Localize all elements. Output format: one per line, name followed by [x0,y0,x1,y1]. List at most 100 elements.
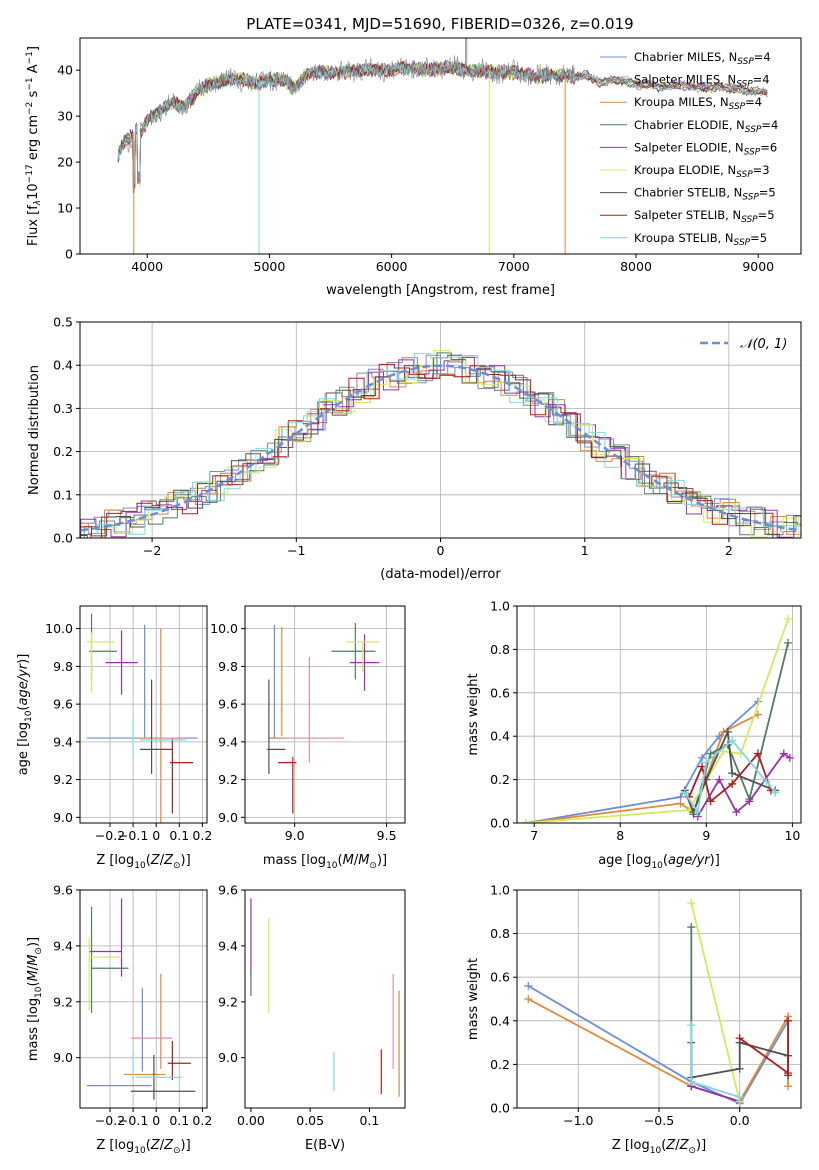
weight-marker [521,819,530,823]
x-tick-label: 8 [616,828,624,843]
x-tick-label: 4000 [131,259,163,274]
y-tick-label: 9.0 [218,810,238,825]
legend-label: Chabrier ELODIE, NSSP=4 [634,118,778,135]
x-tick-label: 9.5 [377,828,397,843]
weight-marker [698,753,707,762]
y-axis-label: Flux [fλ10−17 erg cm−2 s−1 A−1] [25,46,43,246]
x-axis-label: wavelength [Angstrom, rest frame] [326,283,555,298]
weight-marker [735,1093,744,1102]
weight-marker [784,1016,793,1025]
y-tick-label: 9.6 [218,883,238,898]
legend-label: Kroupa STELIB, NSSP=5 [634,231,767,248]
y-tick-label: 9.8 [218,659,238,674]
y-tick-label: 9.0 [53,810,73,825]
weight-marker [753,749,762,758]
x-tick-label: 5000 [254,259,286,274]
y-tick-label: 30 [57,109,73,124]
y-tick-label: 0.3 [53,401,73,416]
panel-mass_vs_Z: −0.2−0.1 0 0.1 0.2 9.0 9.2 9.4 9.6 Z [log10(Z/Z⊙… [26,883,212,1157]
residual-histogram [80,356,801,538]
y-tick-label: 10.0 [45,621,73,636]
residual-histogram [80,370,801,535]
weight-marker [784,638,793,647]
weight-marker [680,788,689,797]
x-axis-label: Z [log10(Z/Z⊙)] [96,1138,190,1156]
y-tick-label: 9.2 [218,772,238,787]
y-tick-label: 0.8 [490,926,510,941]
weight-marker [524,981,533,990]
x-tick-label: 1 [581,543,589,558]
x-tick-label: 7 [530,828,538,843]
weight-marker [687,923,696,932]
panel-spectrum: 4000 5000 6000 7000 8000 9000 0 10 20 30 40 Chabrie… [25,37,802,298]
panel-mass_vs_ebv: 0.00 0.05 0.1 9.0 9.2 9.4 9.6 E(B-V) [218,883,406,1153]
weight-marker [785,753,794,762]
x-axis-label: age [log10(age/yr)] [598,853,720,871]
y-tick-label: 0 [65,247,73,262]
x-tick-label: −1 [287,543,305,558]
plot-area [86,898,196,1100]
residual-histogram [80,354,801,538]
plot-area [80,350,801,538]
plot-area [250,898,400,1097]
x-axis-label: (data-model)/error [380,567,501,582]
axes-frame [244,605,406,824]
residual-histogram [80,356,801,538]
x-tick-label: 0.1 [169,828,189,843]
spectrum-legend: Chabrier MILES, NSSP=4 Salpeter MILES, NS… [600,50,778,248]
y-tick-label: 0.4 [490,1013,510,1028]
plot-area [117,38,768,254]
y-tick-label: 9.4 [218,938,238,953]
weight-marker [732,808,741,817]
y-tick-label: 9.6 [53,883,73,898]
weight-line [527,985,789,1105]
weight-marker [735,1034,744,1043]
panels: 4000 5000 6000 7000 8000 9000010203040Chabrie… [16,37,802,1157]
x-tick-label: 0.0 [730,1113,750,1128]
y-tick-label: 0.6 [490,970,510,985]
y-tick-label: 9.2 [53,772,73,787]
y-tick-label: 0.2 [490,1057,510,1072]
y-tick-label: 10 [57,201,73,216]
weight-marker [784,1069,793,1078]
x-axis-label: Z [log10(Z/Z⊙)] [96,853,190,871]
weight-line [527,998,789,1103]
x-tick-label: −0.1 [118,1113,148,1128]
x-tick-label: 0.2 [192,1113,212,1128]
y-tick-label: 9.4 [53,938,73,953]
y-tick-label: 10.0 [210,621,238,636]
panel-residuals: −2 −1 0 1 2 0.0 0.1 0.2 0.3 0.4 0.5 𝒩(0, 1) (data-mo… [27,315,802,582]
y-tick-label: 9.4 [53,734,73,749]
weight-marker [728,736,737,745]
y-tick-label: 0.2 [490,772,510,787]
panel-weight_vs_age: 7 8 9 10 0.0 0.2 0.4 0.6 0.8 1.0 mass weight age [l… [466,599,802,871]
x-tick-label: 2 [725,543,733,558]
weight-marker [784,1082,793,1091]
weight-marker [706,797,715,806]
y-tick-label: 9.0 [218,1050,238,1065]
weight-marker [723,727,732,736]
y-tick-label: 0.4 [53,358,73,373]
legend-label: Chabrier MILES, NSSP=4 [634,50,771,67]
weight-marker [745,797,754,806]
plot-area [521,615,794,823]
weight-marker [779,749,788,758]
residual-histogram [80,353,801,538]
spectrum-line [117,60,768,190]
y-tick-label: 9.2 [218,994,238,1009]
weight-marker [706,749,715,758]
x-tick-label: −2 [143,543,161,558]
weight-marker [693,808,702,817]
x-tick-label: −0.5 [644,1113,674,1128]
weight-marker [702,758,711,767]
x-tick-label: 9.0 [285,828,305,843]
y-axis-label: mass weight [466,673,481,755]
weight-marker [524,995,533,1003]
axes-frame [79,605,208,824]
x-tick-label: −1.0 [563,1113,593,1128]
y-axis-label: mass [log10(M/M⊙)] [26,937,44,1061]
axes-frame [244,889,406,1109]
legend-label: Kroupa ELODIE, NSSP=3 [634,163,770,180]
legend-label: Salpeter STELIB, NSSP=5 [634,208,775,225]
y-tick-label: 1.0 [490,883,510,898]
